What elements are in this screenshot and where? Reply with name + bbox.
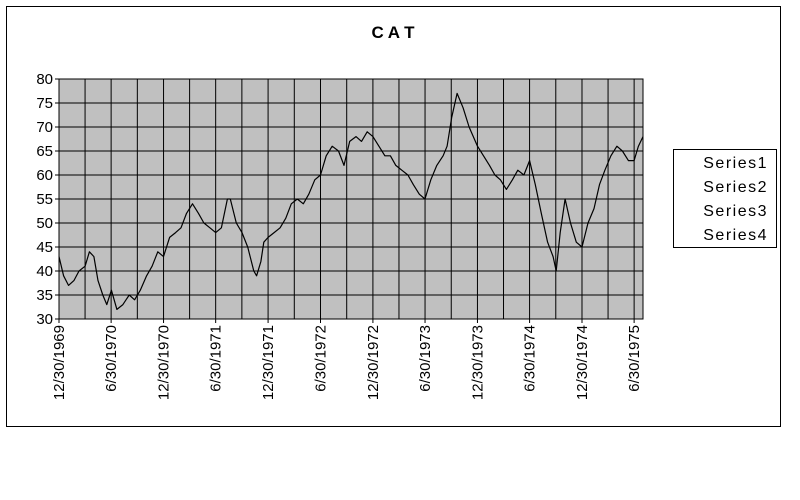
legend: Series1 Series2 Series3 Series4 — [673, 149, 777, 248]
legend-item: Series2 — [674, 176, 768, 200]
series-layer — [58, 92, 644, 310]
y-tick-label: 40 — [36, 263, 53, 280]
y-tick-label: 55 — [36, 191, 53, 208]
legend-label-series2: Series2 — [703, 179, 768, 196]
x-tick-label: 12/30/1971 — [260, 325, 277, 400]
y-tick-label: 70 — [36, 119, 53, 136]
y-tick-label: 35 — [36, 287, 53, 304]
chart-title: C A T — [371, 23, 415, 42]
vertical-gridlines — [58, 79, 635, 319]
y-tick-label: 75 — [36, 95, 53, 112]
legend-label-series4: Series4 — [703, 227, 768, 244]
x-tick-label: 6/30/1973 — [417, 325, 434, 392]
legend-item: Series1 — [674, 152, 768, 176]
y-tick-label: 45 — [36, 239, 53, 256]
horizontal-gridlines — [59, 78, 643, 320]
legend-item: Series4 — [674, 224, 768, 248]
x-axis: 12/30/1969 6/30/1970 12/30/1970 6/30/1971 12… — [51, 319, 643, 400]
x-tick-label: 6/30/1974 — [522, 325, 539, 392]
y-tick-label: 30 — [36, 311, 53, 328]
y-axis: 30 35 40 45 50 55 60 65 70 75 80 — [36, 71, 59, 328]
x-tick-label: 6/30/1971 — [208, 325, 225, 392]
y-tick-label: 65 — [36, 143, 53, 160]
x-tick-label: 12/30/1974 — [574, 325, 591, 400]
x-tick-label: 6/30/1975 — [626, 325, 643, 392]
y-tick-label: 60 — [36, 167, 53, 184]
legend-item: Series3 — [674, 200, 768, 224]
x-tick-label: 12/30/1972 — [365, 325, 382, 400]
x-tick-label: 12/30/1973 — [469, 325, 486, 400]
legend-label-series1: Series1 — [703, 155, 768, 172]
x-tick-label: 6/30/1972 — [312, 325, 329, 392]
series-line-series1 — [58, 92, 644, 310]
y-tick-label: 80 — [36, 71, 53, 88]
legend-label-series3: Series3 — [703, 203, 768, 220]
x-tick-label: 6/30/1970 — [103, 325, 120, 392]
x-tick-label: 12/30/1969 — [51, 325, 68, 400]
x-tick-label: 12/30/1970 — [156, 325, 173, 400]
y-tick-label: 50 — [36, 215, 53, 232]
